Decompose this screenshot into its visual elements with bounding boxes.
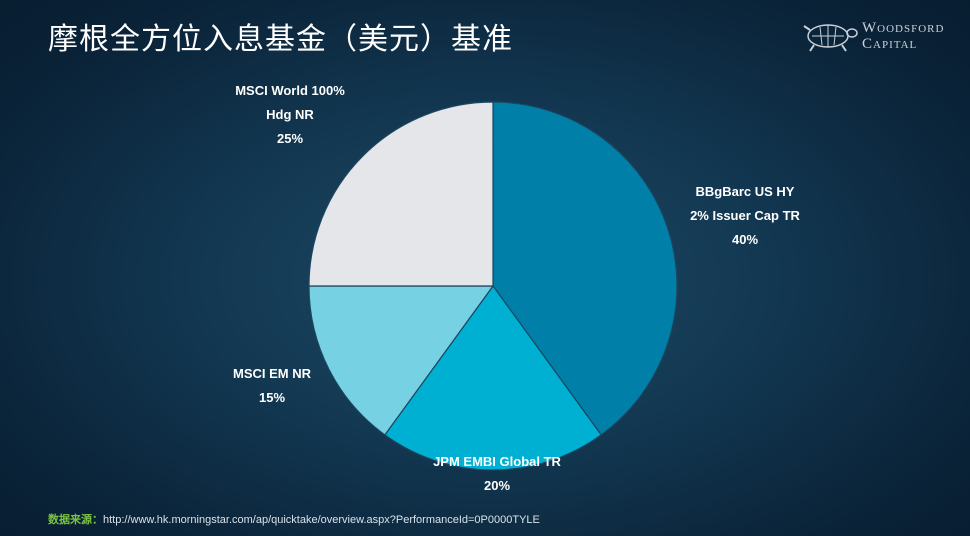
brand-logo: Woodsford Capital [800,18,960,58]
slice-label-bbgbarc-line2: 2% Issuer Cap TR [690,208,800,223]
pie-slice-3 [308,101,494,287]
pie-slice-2 [308,285,495,436]
source-url[interactable]: http://www.hk.morningstar.com/ap/quickta… [103,514,540,526]
slice-label-msci-em: MSCI EM NR 15% [212,362,332,410]
slice-label-msci-world: MSCI World 100% Hdg NR 25% [220,79,360,151]
turtle-logo-icon [803,24,858,52]
slice-label-jpm-pct: 20% [483,478,511,493]
slice-label-jpm-line1: JPM EMBI Global TR [433,454,561,469]
source-label: 数据来源： [48,513,103,526]
slice-label-msci-world-line2: Hdg NR [266,107,314,122]
brand-line2: Capital [862,36,918,52]
slice-label-jpm: JPM EMBI Global TR 20% [412,450,582,498]
slice-label-bbgbarc-line1: BBgBarc US HY [695,184,795,199]
slice-label-msci-em-line1: MSCI EM NR [233,366,311,381]
page-title: 摩根全方位入息基金（美元）基准 [48,22,513,57]
slice-label-msci-world-pct: 25% [276,131,304,146]
slice-label-bbgbarc-pct: 40% [731,232,759,247]
slice-label-msci-em-pct: 15% [258,390,286,405]
slice-label-bbgbarc: BBgBarc US HY 2% Issuer Cap TR 40% [680,180,810,252]
slice-label-msci-world-line1: MSCI World 100% [235,83,345,98]
brand-name: Woodsford Capital [862,20,944,52]
source-note: 数据来源：http://www.hk.morningstar.com/ap/qu… [48,511,540,527]
brand-line1: Woodsford [862,20,945,36]
pie-slice-0 [492,101,678,436]
pie-slice-1 [384,284,602,471]
